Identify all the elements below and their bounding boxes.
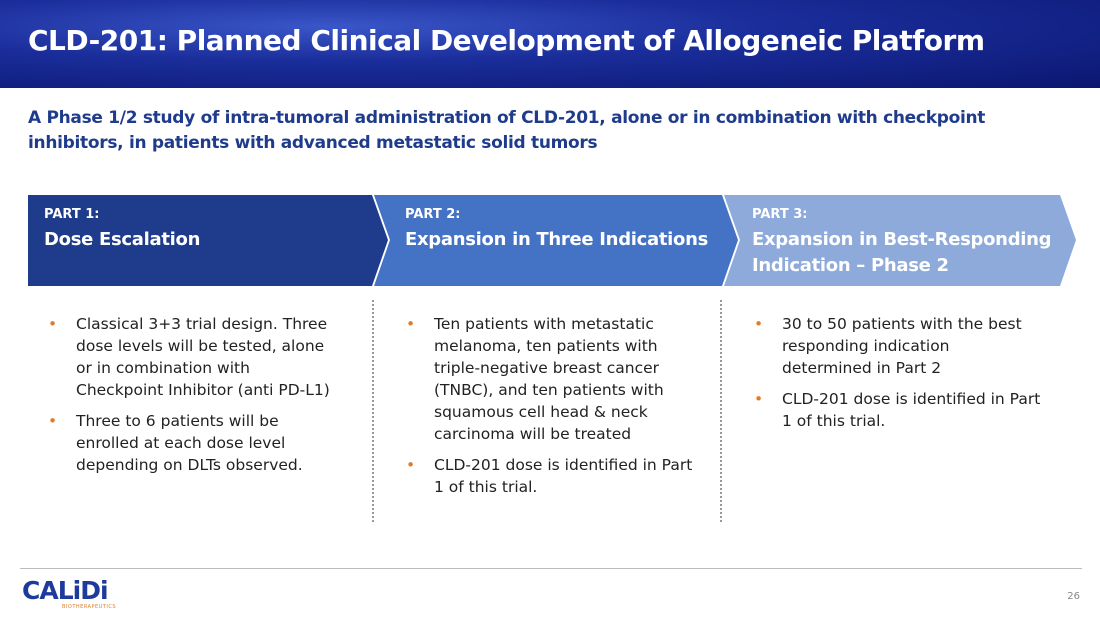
logo-sub: BIOTHERAPEUTICS	[62, 604, 117, 610]
bullet: 30 to 50 patients with the best respondi…	[752, 313, 1042, 379]
chevron	[374, 195, 738, 286]
bullet: Three to 6 patients will be enrolled at …	[46, 410, 336, 476]
bullet: CLD-201 dose is identified in Part 1 of …	[752, 388, 1042, 432]
part-header: PART 2: Expansion in Three Indications	[405, 207, 715, 253]
divider	[720, 300, 722, 522]
bullet: CLD-201 dose is identified in Part 1 of …	[404, 454, 694, 498]
bullet: Ten patients with metastatic melanoma, t…	[404, 313, 694, 445]
part-label: PART 2:	[405, 207, 461, 222]
part-label: PART 1:	[44, 207, 100, 222]
chevron	[724, 195, 1076, 286]
part-body: Classical 3+3 trial design. Three dose l…	[46, 313, 336, 485]
part-body: Ten patients with metastatic melanoma, t…	[404, 313, 694, 507]
bullet-list: 30 to 50 patients with the best respondi…	[752, 313, 1042, 432]
divider	[372, 300, 374, 522]
part-label: PART 3:	[752, 207, 808, 222]
chevron	[28, 195, 388, 286]
part-title: Expansion in Three Indications	[405, 229, 709, 250]
part-header: PART 3: Expansion in Best-Responding Indi…	[752, 207, 1052, 279]
part-title: Expansion in Best-Responding Indication …	[752, 229, 1052, 276]
part-header: PART 1: Dose Escalation	[44, 207, 344, 253]
logo: CALiDi	[22, 576, 109, 605]
bullet-list: Classical 3+3 trial design. Three dose l…	[46, 313, 336, 476]
page-number: 26	[1067, 591, 1080, 602]
footer-rule	[20, 568, 1082, 569]
slide-title: CLD-201: Planned Clinical Development of…	[28, 24, 985, 57]
bullet-list: Ten patients with metastatic melanoma, t…	[404, 313, 694, 498]
part-title: Dose Escalation	[44, 229, 201, 250]
part-body: 30 to 50 patients with the best respondi…	[752, 313, 1042, 441]
header-band	[0, 0, 1100, 88]
bullet: Classical 3+3 trial design. Three dose l…	[46, 313, 336, 401]
subtitle: A Phase 1/2 study of intra-tumoral admin…	[28, 108, 986, 153]
chevrons	[28, 195, 1076, 286]
